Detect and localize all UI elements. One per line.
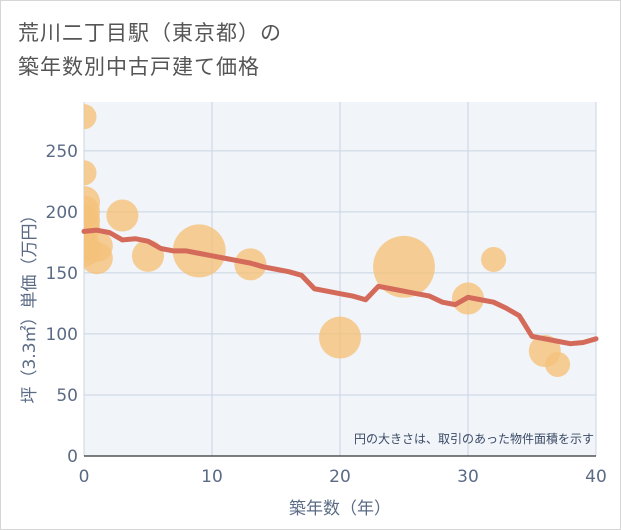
y-tick-label: 150 xyxy=(46,264,78,284)
bubble xyxy=(131,239,165,272)
bubble xyxy=(545,351,571,377)
x-axis-title: 築年数（年） xyxy=(289,499,391,519)
axes: 0 10 20 30 40 0 50 100 150 200 250 xyxy=(46,142,607,487)
bubble xyxy=(319,316,361,359)
bubble-size-note: 円の大きさは、取引のあった物件面積を示す xyxy=(354,431,594,446)
bubble xyxy=(373,235,435,298)
bubble-series xyxy=(84,104,571,377)
x-tick-label: 10 xyxy=(201,467,223,487)
y-tick-label: 100 xyxy=(46,325,78,345)
y-tick-label: 50 xyxy=(56,386,78,406)
trend-line xyxy=(81,227,599,347)
bubble xyxy=(84,242,113,275)
x-tick-label: 0 xyxy=(79,467,90,487)
y-tick-label: 200 xyxy=(46,203,78,223)
x-tick-label: 20 xyxy=(329,467,351,487)
bubble xyxy=(106,199,139,232)
bubble xyxy=(481,246,507,272)
chart-title-line2: 築年数別中古戸建て価格 xyxy=(18,55,260,79)
y-axis-title: 坪（3.3㎡）単価（万円） xyxy=(20,206,40,403)
grid-lines xyxy=(83,102,597,457)
x-tick-label: 30 xyxy=(457,467,479,487)
bubble xyxy=(84,160,97,186)
y-tick-label: 250 xyxy=(46,142,78,162)
chart-title-line1: 荒川二丁目駅（東京都）の xyxy=(18,21,282,45)
x-tick-label: 40 xyxy=(585,467,607,487)
chart-title: 荒川二丁目駅（東京都）の 築年数別中古戸建て価格 xyxy=(18,16,282,84)
bubble xyxy=(84,104,97,130)
y-tick-label: 0 xyxy=(67,447,78,467)
trend-series xyxy=(81,227,599,347)
